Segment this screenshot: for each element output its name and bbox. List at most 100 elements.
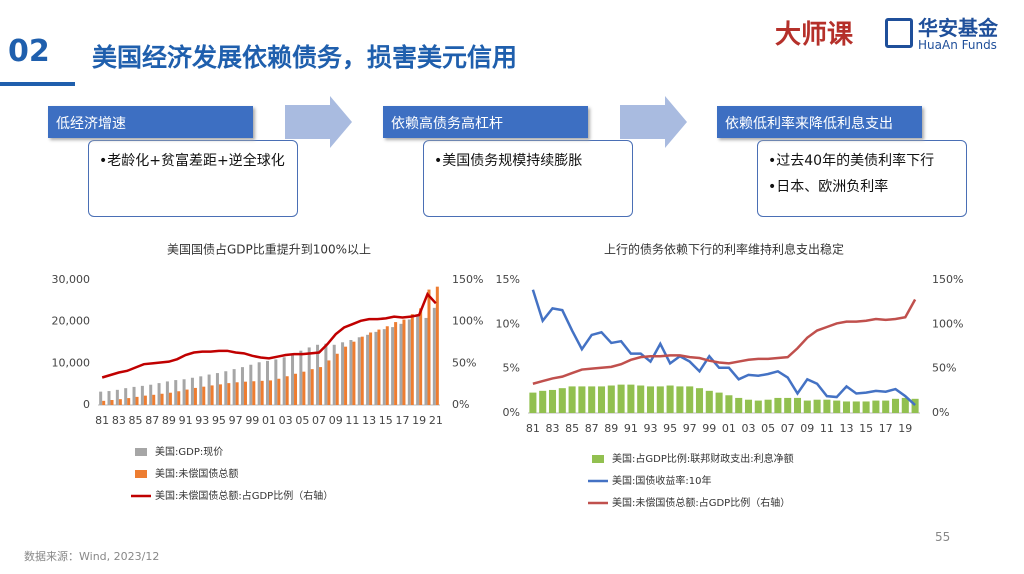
bar bbox=[539, 390, 547, 413]
bar bbox=[891, 398, 900, 413]
bar bbox=[382, 329, 386, 405]
bar bbox=[676, 386, 684, 413]
bar bbox=[243, 381, 247, 405]
bar bbox=[165, 381, 169, 405]
bar bbox=[374, 331, 378, 405]
bar bbox=[391, 327, 395, 405]
bar bbox=[127, 398, 131, 405]
y-tick-label: 0% bbox=[503, 406, 520, 419]
bar bbox=[705, 390, 713, 413]
y2-tick-label: 150% bbox=[932, 273, 963, 286]
x-tick-label: 87 bbox=[585, 422, 599, 435]
legend-label: 美国:占GDP比例:联邦财政支出:利息净额 bbox=[612, 452, 794, 465]
bar bbox=[341, 342, 345, 405]
brand-icon bbox=[885, 18, 913, 48]
y2-tick-label: 100% bbox=[932, 317, 963, 330]
x-tick-label: 01 bbox=[262, 414, 276, 427]
legend-label: 美国:未偿国债总额:占GDP比例（右轴） bbox=[612, 496, 790, 509]
y2-tick-label: 0% bbox=[932, 406, 949, 419]
accent-bar bbox=[0, 82, 75, 86]
flow-step-title: 低经济增速 bbox=[48, 106, 253, 138]
bar bbox=[307, 347, 311, 405]
bar bbox=[299, 350, 303, 405]
bar bbox=[529, 392, 537, 413]
x-tick-label: 99 bbox=[702, 422, 716, 435]
bar bbox=[646, 386, 655, 413]
x-tick-label: 01 bbox=[722, 422, 736, 435]
x-tick-label: 91 bbox=[179, 414, 193, 427]
legend-swatch bbox=[135, 448, 147, 456]
x-tick-label: 81 bbox=[95, 414, 109, 427]
flow-arrow bbox=[285, 96, 352, 148]
flow-step-title: 依赖高债务高杠杆 bbox=[383, 106, 588, 138]
bar bbox=[715, 392, 723, 413]
bar bbox=[842, 401, 851, 413]
x-tick-label: 21 bbox=[429, 414, 443, 427]
bar bbox=[366, 334, 370, 405]
bar bbox=[193, 387, 197, 405]
x-tick-label: 07 bbox=[781, 422, 795, 435]
y-tick-label: 20,000 bbox=[52, 315, 91, 328]
bar bbox=[901, 397, 909, 413]
x-tick-label: 97 bbox=[683, 422, 697, 435]
x-tick-label: 19 bbox=[412, 414, 426, 427]
legend-swatch bbox=[135, 470, 147, 478]
x-tick-label: 99 bbox=[245, 414, 259, 427]
bar bbox=[118, 399, 122, 405]
x-tick-label: 19 bbox=[898, 422, 912, 435]
bar bbox=[265, 360, 269, 405]
bar bbox=[227, 383, 231, 405]
legend-label: 美国:未偿国债总额:占GDP比例（右轴） bbox=[155, 489, 333, 502]
flow-step-box: •过去40年的美债利率下行 •日本、欧洲负利率 bbox=[757, 140, 967, 217]
bar bbox=[302, 371, 306, 405]
x-tick-label: 05 bbox=[761, 422, 775, 435]
x-tick-label: 07 bbox=[312, 414, 326, 427]
legend-label: 美国:国债收益率:10年 bbox=[612, 474, 711, 487]
line bbox=[532, 298, 917, 385]
line bbox=[101, 291, 437, 379]
brand-mark: 大师课 bbox=[775, 20, 854, 50]
x-tick-label: 15 bbox=[379, 414, 393, 427]
page-number: 55 bbox=[935, 530, 951, 544]
bar bbox=[833, 400, 841, 413]
bar bbox=[548, 389, 557, 413]
bar bbox=[190, 377, 194, 405]
bar bbox=[252, 381, 256, 405]
x-tick-label: 11 bbox=[345, 414, 359, 427]
brand-name-en: HuaAn Funds bbox=[918, 38, 997, 52]
x-tick-label: 95 bbox=[212, 414, 226, 427]
x-tick-label: 85 bbox=[129, 414, 143, 427]
x-tick-label: 89 bbox=[604, 422, 618, 435]
x-tick-label: 83 bbox=[112, 414, 126, 427]
flow-step-title: 依赖低利率来降低利息支出 bbox=[717, 106, 922, 138]
bar bbox=[160, 393, 164, 405]
y2-tick-label: 50% bbox=[452, 356, 476, 369]
bar bbox=[332, 344, 336, 405]
y-tick-label: 0 bbox=[83, 398, 90, 411]
bar bbox=[385, 326, 389, 405]
bar bbox=[568, 386, 576, 413]
x-tick-label: 93 bbox=[644, 422, 658, 435]
bar bbox=[344, 346, 348, 405]
legend-label: 美国:GDP:现价 bbox=[155, 445, 223, 458]
bar bbox=[202, 386, 206, 405]
x-tick-label: 09 bbox=[800, 422, 814, 435]
legend-swatch bbox=[592, 455, 604, 463]
bar bbox=[215, 373, 219, 405]
bar bbox=[597, 386, 606, 413]
bar bbox=[285, 376, 289, 405]
line bbox=[531, 289, 916, 406]
x-tick-label: 81 bbox=[526, 422, 540, 435]
bar bbox=[210, 385, 214, 405]
bar bbox=[277, 378, 281, 405]
bar bbox=[399, 323, 403, 405]
x-tick-label: 97 bbox=[229, 414, 243, 427]
y-tick-label: 5% bbox=[503, 362, 520, 375]
source-note: 数据来源：Wind, 2023/12 bbox=[24, 550, 160, 563]
bar bbox=[852, 401, 860, 413]
x-tick-label: 95 bbox=[663, 422, 677, 435]
bar bbox=[182, 379, 186, 405]
bar bbox=[282, 357, 286, 405]
bar bbox=[872, 400, 880, 413]
